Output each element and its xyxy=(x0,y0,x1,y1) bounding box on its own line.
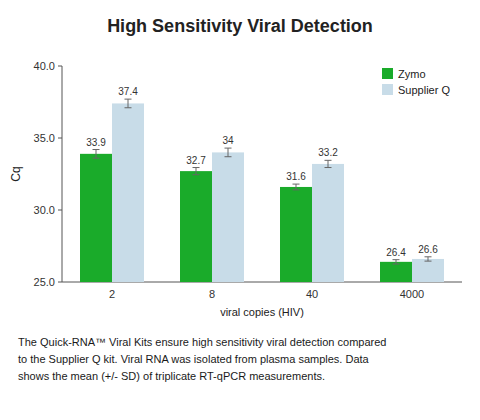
data-label: 33.9 xyxy=(86,137,106,148)
error-bar-stem xyxy=(228,148,229,157)
error-bar-cap xyxy=(225,148,232,149)
title: High Sensitivity Viral Detection xyxy=(107,16,373,36)
bar xyxy=(180,171,212,282)
y-axis-label: Cq xyxy=(9,166,23,181)
data-label: 37.4 xyxy=(118,86,138,97)
data-label: 26.4 xyxy=(386,247,406,258)
error-bar-stem xyxy=(328,160,329,167)
error-bar-cap xyxy=(393,264,400,265)
caption-line: shows the mean (+/- SD) of triplicate RT… xyxy=(18,370,325,382)
data-label: 26.6 xyxy=(418,244,438,255)
chart: High Sensitivity Viral Detection 25.0 30.0… xyxy=(0,0,480,420)
bar xyxy=(112,103,144,282)
error-bar-cap xyxy=(193,167,200,168)
legend-label: Zymo xyxy=(398,68,426,80)
axes: 25.0 30.0 35.0 40.0 2 8 40 4000 xyxy=(34,60,462,300)
x-axis-label: viral copies (HIV) xyxy=(220,306,304,318)
error-bar-cap xyxy=(125,107,132,108)
error-bar-cap xyxy=(193,174,200,175)
error-bar-cap xyxy=(393,259,400,260)
legend-label: Supplier Q xyxy=(398,84,450,96)
data-label: 34 xyxy=(222,135,234,146)
x-tick-label: 8 xyxy=(209,288,215,300)
y-tick-label: 30.0 xyxy=(34,204,55,216)
error-bar-stem xyxy=(428,257,429,261)
y-tick-label: 40.0 xyxy=(34,60,55,72)
data-label: 31.6 xyxy=(286,171,306,182)
y-tick xyxy=(58,282,62,283)
error-bar-cap xyxy=(325,160,332,161)
error-bar xyxy=(425,257,432,261)
caption-line: The Quick-RNA™ Viral Kits ensure high se… xyxy=(18,336,386,348)
data-label: 32.7 xyxy=(186,155,206,166)
data-labels: 33.9 32.7 31.6 26.4 37.4 34 33.2 26.6 xyxy=(86,86,438,258)
y-tick-label: 35.0 xyxy=(34,132,55,144)
error-bar xyxy=(125,99,132,108)
bar xyxy=(412,259,444,282)
y-axis-line xyxy=(62,66,63,282)
error-bar-cap xyxy=(293,184,300,185)
caption: The Quick-RNA™ Viral Kits ensure high se… xyxy=(18,336,386,382)
error-bar xyxy=(193,168,200,175)
error-bar xyxy=(293,184,300,190)
error-bar-cap xyxy=(425,261,432,262)
bars xyxy=(80,99,444,282)
caption-line: to the Supplier Q kit. Viral RNA was iso… xyxy=(18,353,370,365)
y-tick xyxy=(58,66,62,67)
bar xyxy=(312,164,344,282)
error-bar xyxy=(225,148,232,157)
data-label: 33.2 xyxy=(318,147,338,158)
y-tick-label: 25.0 xyxy=(34,276,55,288)
bar xyxy=(80,154,112,282)
error-bar-stem xyxy=(296,184,297,190)
bar xyxy=(280,187,312,282)
error-bar-stem xyxy=(96,150,97,159)
bar xyxy=(212,152,244,282)
error-bar-stem xyxy=(128,99,129,108)
bar xyxy=(380,262,412,282)
error-bar-cap xyxy=(293,189,300,190)
y-tick xyxy=(58,138,62,139)
error-bar-cap xyxy=(93,149,100,150)
y-tick xyxy=(58,210,62,211)
legend: Zymo Supplier Q xyxy=(382,68,450,96)
error-bar-cap xyxy=(93,158,100,159)
error-bar-cap xyxy=(325,167,332,168)
error-bar xyxy=(393,260,400,264)
x-tick-label: 4000 xyxy=(400,288,424,300)
error-bar-cap xyxy=(225,156,232,157)
x-tick-label: 2 xyxy=(109,288,115,300)
legend-swatch xyxy=(382,84,393,95)
error-bar-cap xyxy=(125,99,132,100)
error-bar xyxy=(93,150,100,159)
legend-swatch xyxy=(382,68,393,79)
x-tick-label: 40 xyxy=(306,288,318,300)
error-bar-cap xyxy=(425,256,432,257)
error-bar xyxy=(325,160,332,167)
error-bar-stem xyxy=(396,260,397,264)
error-bar-stem xyxy=(196,168,197,175)
